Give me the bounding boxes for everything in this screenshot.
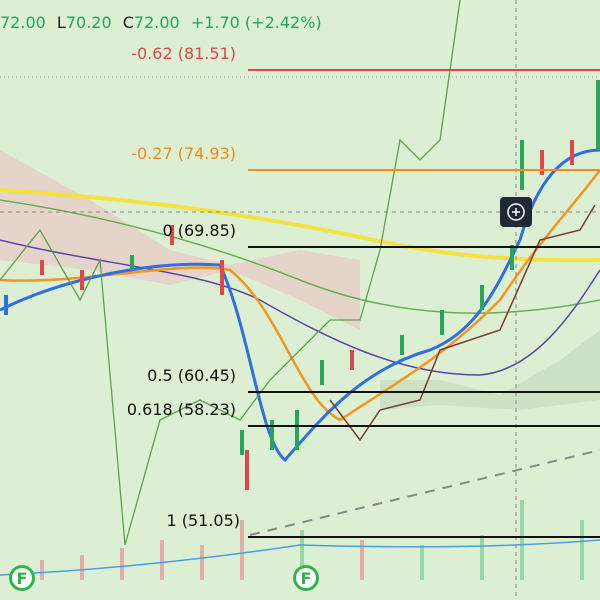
marker-label: F — [301, 569, 312, 588]
ma-100 — [0, 199, 600, 314]
ma-9 — [0, 148, 600, 463]
marker-label: F — [17, 569, 28, 588]
volume — [40, 500, 584, 580]
baseline — [329, 204, 596, 442]
low-prefix: L — [57, 13, 66, 32]
fib-label: 1 (51.05) — [166, 511, 240, 530]
add-button[interactable] — [500, 197, 532, 227]
lagging-span — [0, 0, 461, 546]
candles — [4, 80, 600, 490]
close-prefix: C — [123, 13, 134, 32]
fib-label: -0.62 (81.51) — [131, 44, 236, 63]
volume-ma — [0, 539, 600, 576]
cloud — [0, 150, 360, 330]
ohlc-legend: 72.00 L70.20 C72.00 +1.70 (+2.42%) — [0, 13, 322, 32]
ma-200 — [0, 188, 600, 263]
ma-50 — [0, 239, 600, 376]
event-marker[interactable]: F — [9, 565, 35, 591]
fib-label: 0 (69.85) — [162, 221, 236, 240]
ma-20 — [0, 169, 600, 422]
low: 70.20 — [66, 13, 112, 32]
event-marker[interactable]: F — [293, 565, 319, 591]
fib-levels: -0.62 (81.51) -0.27 (74.93) 0 (69.85) 0.5 (… — [127, 44, 600, 538]
fib-label: 0.5 (60.45) — [147, 366, 236, 385]
fib-label: -0.27 (74.93) — [131, 144, 236, 163]
open: 72.00 — [0, 13, 46, 32]
cloud — [380, 330, 600, 410]
trend-line — [249, 449, 600, 536]
fib-label: 0.618 (58.23) — [127, 400, 236, 419]
close: 72.00 — [134, 13, 180, 32]
change: +1.70 (+2.42%) — [191, 13, 322, 32]
